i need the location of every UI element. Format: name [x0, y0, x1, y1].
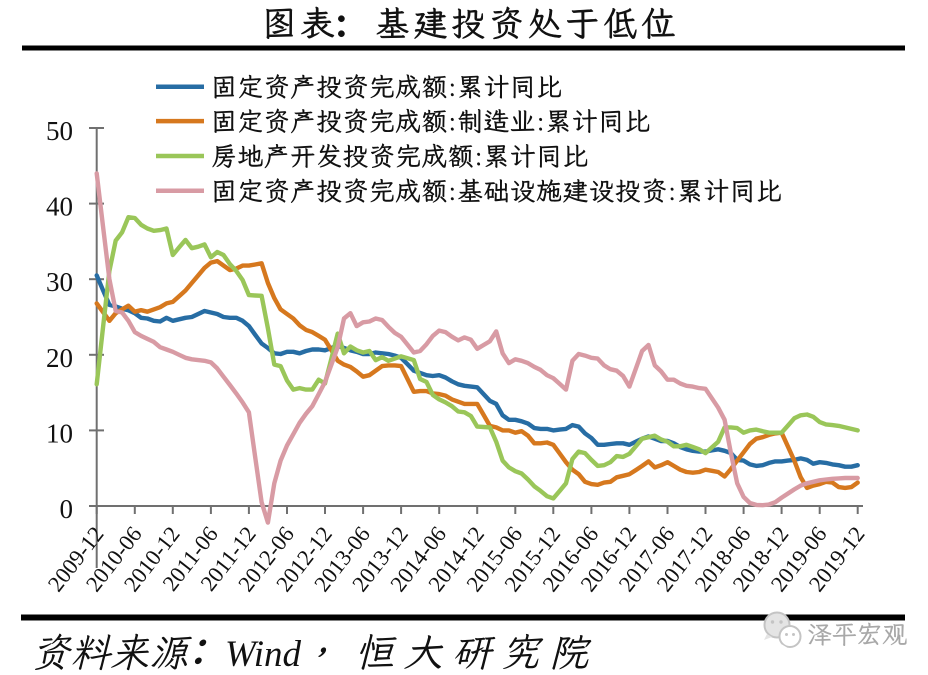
svg-text:30: 30 [46, 267, 73, 297]
svg-text:0: 0 [60, 494, 74, 524]
svg-text:40: 40 [46, 192, 73, 222]
svg-text:10: 10 [46, 418, 73, 448]
svg-text:Wind: Wind [225, 634, 302, 675]
svg-text:50: 50 [46, 116, 73, 146]
svg-text:20: 20 [46, 343, 73, 373]
